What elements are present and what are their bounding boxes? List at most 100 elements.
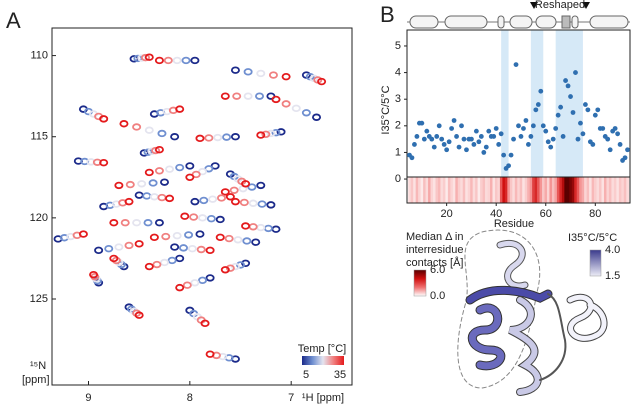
point: [478, 134, 484, 139]
heatmap-cell: [591, 177, 595, 203]
heatmap-cell: [472, 177, 476, 203]
peak: [271, 128, 281, 137]
heatmap-cell: [556, 177, 560, 203]
point: [464, 147, 469, 153]
peak: [271, 95, 281, 104]
peak: [154, 167, 164, 175]
peak: [263, 224, 273, 233]
point: [570, 110, 576, 115]
peak: [256, 223, 266, 232]
peak: [189, 213, 199, 221]
heatmap-cell: [425, 177, 429, 203]
peak: [248, 223, 258, 231]
peak: [144, 126, 154, 134]
y-tick-label: 3: [395, 93, 401, 105]
secondary-structure: [407, 2, 630, 29]
heatmap-cell: [551, 177, 555, 203]
peak: [195, 230, 205, 238]
peak: [266, 129, 276, 138]
peak: [99, 115, 109, 123]
panel-label: A: [6, 8, 21, 33]
heatmap-cell: [564, 177, 568, 203]
peak: [144, 53, 154, 61]
heatmap-cell: [435, 177, 439, 203]
point: [530, 123, 536, 129]
point: [575, 136, 581, 142]
peak: [230, 66, 240, 74]
peak: [215, 215, 225, 224]
point: [444, 147, 450, 153]
point: [446, 139, 452, 145]
y-tick-label: 115: [30, 131, 48, 143]
peak: [271, 225, 281, 233]
colorbar-label: 6.0: [430, 264, 445, 276]
peak: [104, 244, 114, 253]
peak: [152, 260, 162, 269]
peak: [232, 92, 242, 100]
peak: [220, 266, 230, 274]
highlight-band: [530, 30, 544, 203]
heatmap-cell: [611, 177, 615, 203]
peak: [78, 230, 88, 238]
peak: [206, 214, 216, 223]
peak: [301, 109, 311, 117]
peak: [236, 261, 246, 269]
colorbar-label: 1.5: [605, 270, 620, 282]
point: [409, 155, 415, 161]
point: [434, 134, 440, 139]
point: [550, 136, 556, 142]
highlight-band: [501, 30, 509, 203]
peak: [181, 56, 191, 65]
colorbar: [413, 269, 427, 297]
heatmap-cell: [420, 177, 424, 203]
peak: [242, 237, 252, 245]
peak: [114, 243, 124, 251]
heatmap-cell: [509, 177, 513, 203]
heatmap-cell: [418, 177, 421, 203]
peak: [205, 274, 215, 282]
peak: [195, 134, 205, 143]
peak: [175, 254, 185, 263]
peak: [255, 92, 265, 100]
peak: [137, 180, 147, 188]
heatmap-cell: [621, 177, 625, 203]
peak: [243, 92, 253, 100]
heatmap-cell: [544, 177, 548, 203]
x-axis-label: ¹H [ppm]: [302, 392, 344, 404]
peak: [182, 281, 192, 289]
peak: [276, 128, 286, 136]
heatmap-cell: [534, 177, 538, 203]
heatmap-cell: [460, 177, 464, 203]
peak: [154, 146, 164, 154]
peak: [140, 53, 150, 62]
point: [625, 147, 630, 153]
point: [424, 128, 430, 134]
peak: [124, 197, 134, 206]
peak: [132, 123, 142, 131]
colorbar-label: 5: [303, 369, 309, 381]
y-tick-label: 5: [395, 40, 401, 52]
heatmap-cell: [559, 177, 563, 203]
heatmap-cell: [566, 177, 570, 203]
peak: [134, 191, 144, 199]
peak: [208, 195, 218, 203]
colorbar: [302, 356, 344, 365]
heatmap-cell: [601, 177, 605, 203]
peak: [149, 193, 159, 201]
y-tick-label: 2: [395, 120, 401, 132]
peak: [241, 259, 251, 267]
x-tick-label: 40: [490, 208, 502, 220]
peak: [175, 105, 185, 113]
peak: [94, 246, 104, 255]
point: [508, 152, 514, 158]
x-tick-label: 9: [85, 392, 91, 404]
point: [501, 152, 507, 158]
heatmap-cell: [408, 177, 412, 203]
y-tick-label: 4: [395, 66, 401, 78]
peak: [163, 56, 173, 65]
point: [580, 131, 586, 137]
heatmap-cell: [502, 177, 506, 203]
heatmap-cell: [613, 177, 617, 203]
peak: [109, 254, 119, 263]
heatmap-cell: [546, 177, 550, 203]
